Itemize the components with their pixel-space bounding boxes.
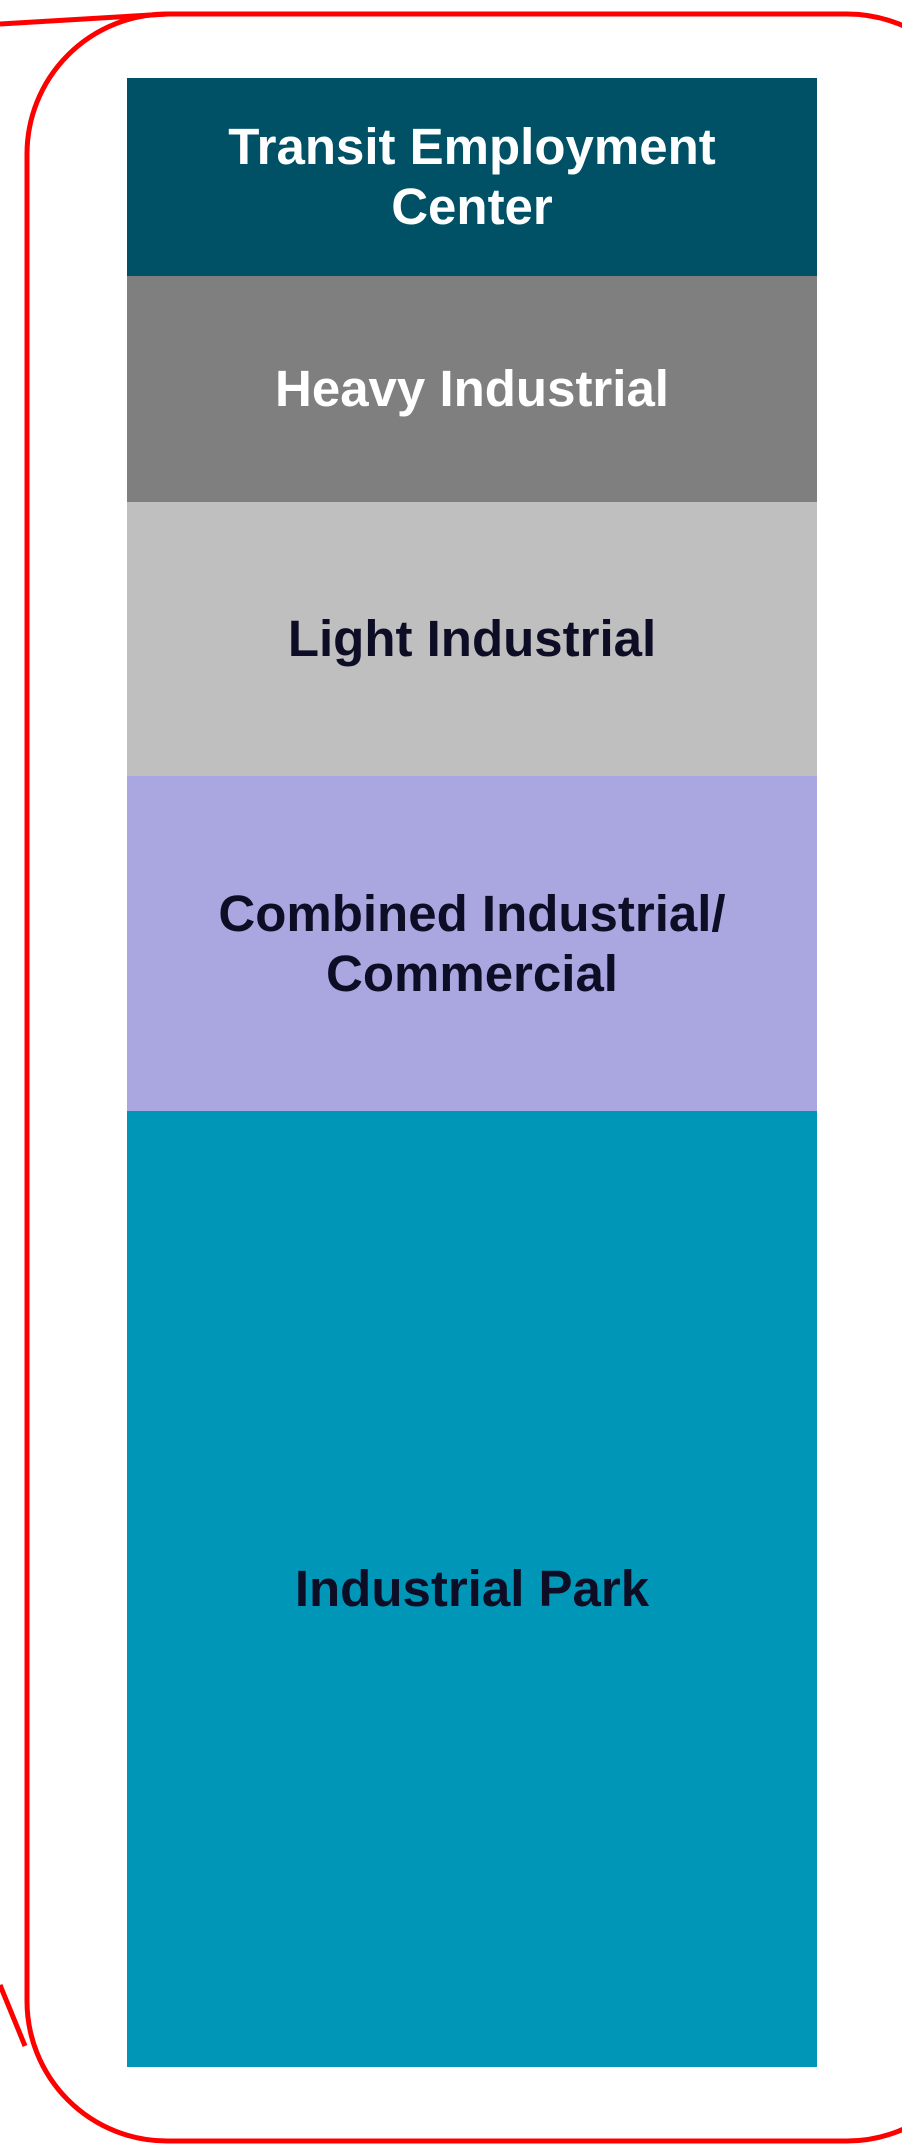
red-stroke (0, 1984, 28, 2047)
zone-block: Industrial Park (127, 1111, 817, 2067)
zone-label: Transit Employment (228, 118, 716, 175)
zone-block: Light Industrial (127, 502, 817, 776)
zone-block: Heavy Industrial (127, 276, 817, 502)
zone-label: Combined Industrial/ (218, 884, 726, 942)
red-stroke (0, 11, 169, 27)
red-outline (24, 11, 902, 2144)
zone-block: Combined Industrial/Commercial (127, 776, 817, 1111)
zone-label: Industrial Park (294, 1560, 650, 1617)
zone-label: Light Industrial (287, 610, 657, 667)
zone-block: Transit Employment Center (127, 78, 817, 276)
zone-label: Commercial (326, 944, 618, 1002)
zone-label: Center (391, 178, 553, 235)
zone-label: Heavy Industrial (275, 360, 669, 417)
